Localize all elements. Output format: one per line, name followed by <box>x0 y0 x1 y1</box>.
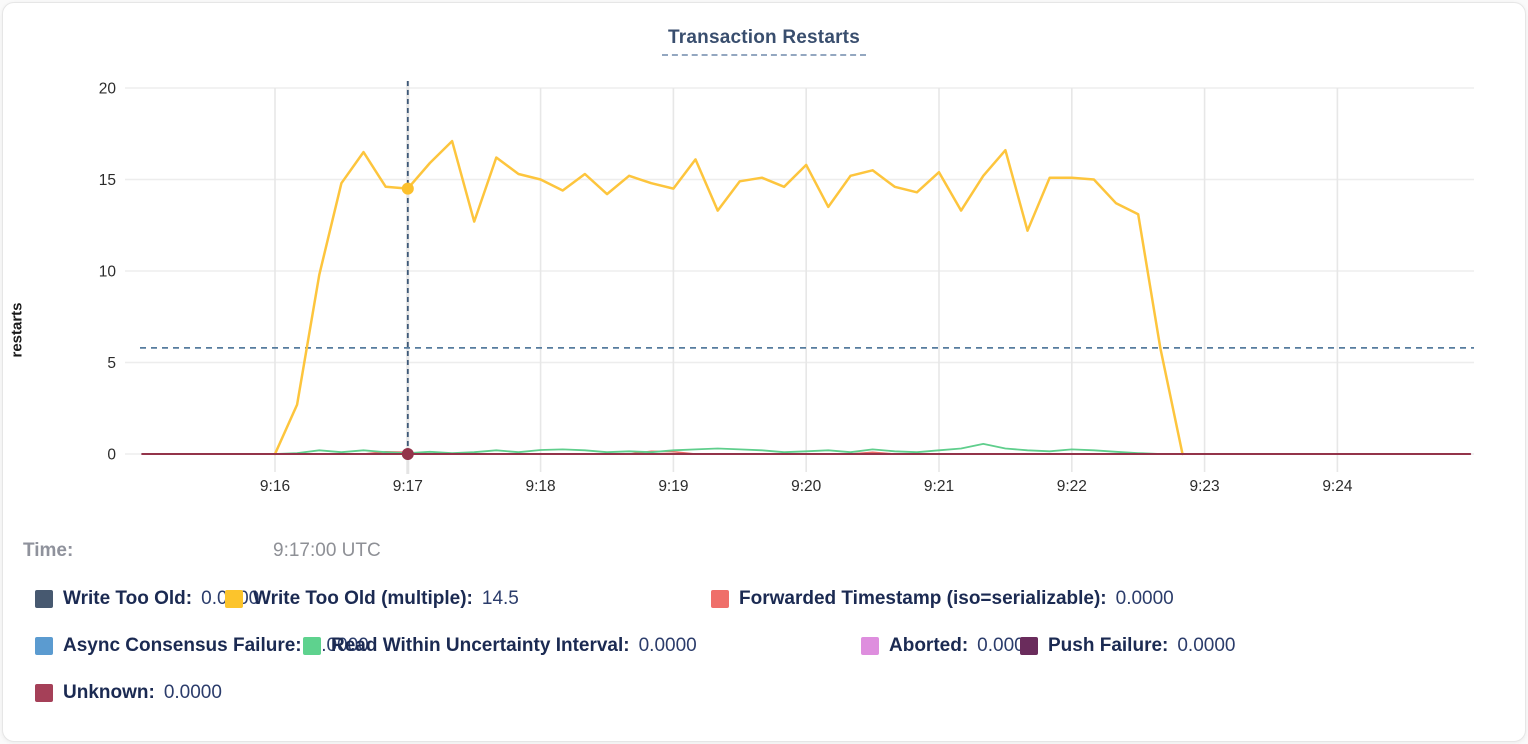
chart-legend: Write Too Old: 0.0000 Write Too Old (mul… <box>3 588 1525 704</box>
chart-header: Transaction Restarts <box>3 3 1525 65</box>
x-tick-label: 9:23 <box>1190 478 1220 495</box>
x-tick-label: 9:17 <box>393 478 423 495</box>
legend-swatch <box>35 684 53 702</box>
series-line-read-within-uncertainty-interval <box>274 442 1184 455</box>
x-tick-label: 9:16 <box>260 478 290 495</box>
legend-label: Read Within Uncertainty Interval: <box>331 635 630 656</box>
legend-item-write-too-old[interactable]: Write Too Old: 0.0000 <box>35 588 259 610</box>
legend-swatch <box>1020 637 1038 655</box>
x-tick-label: 9:24 <box>1322 478 1353 495</box>
legend-item-aborted[interactable]: Aborted: 0.0000 <box>861 635 1035 657</box>
legend-item-forwarded-timestamp[interactable]: Forwarded Timestamp (iso=serializable): … <box>711 588 1174 610</box>
time-value: 9:17:00 UTC <box>273 540 381 561</box>
x-tick-label: 9:19 <box>658 478 688 495</box>
time-label: Time: <box>23 540 74 561</box>
chart-plot-area: 0 5 10 15 20 9:16 9:17 9:18 9:19 9:20 9:21 9:22 9:23… <box>3 65 1526 510</box>
y-tick-label: 15 <box>99 172 116 189</box>
legend-label: Forwarded Timestamp (iso=serializable): <box>739 588 1107 609</box>
legend-swatch <box>303 637 321 655</box>
legend-row: Write Too Old: 0.0000 Write Too Old (mul… <box>35 588 1525 610</box>
legend-swatch <box>861 637 879 655</box>
legend-label: Write Too Old (multiple): <box>253 588 473 609</box>
legend-item-async-consensus-failure[interactable]: Async Consensus Failure: 0.0000 <box>35 635 369 657</box>
x-tick-label: 9:18 <box>526 478 556 495</box>
legend-value: 14.5 <box>481 588 519 609</box>
x-tick-label: 9:21 <box>924 478 954 495</box>
legend-swatch <box>35 637 53 655</box>
legend-swatch <box>35 590 53 608</box>
hover-point-unknown[interactable] <box>401 448 414 460</box>
legend-item-push-failure[interactable]: Push Failure: 0.0000 <box>1020 635 1235 657</box>
legend-value: 0.0000 <box>1177 635 1236 656</box>
hover-point-write-too-old-multiple[interactable] <box>401 182 414 195</box>
y-tick-label: 10 <box>99 264 117 281</box>
legend-item-unknown[interactable]: Unknown: 0.0000 <box>35 682 222 704</box>
legend-label: Async Consensus Failure: <box>63 635 302 656</box>
legend-value: 0.0000 <box>638 635 697 656</box>
hover-tooltip-time-row: Time: 9:17:00 UTC <box>3 540 1525 562</box>
y-tick-label: 0 <box>107 447 116 464</box>
legend-row: Unknown: 0.0000 <box>35 682 1525 704</box>
legend-label: Write Too Old: <box>63 588 193 609</box>
x-tick-label: 9:22 <box>1057 478 1087 495</box>
restarts-chart-canvas[interactable]: 0 5 10 15 20 9:16 9:17 9:18 9:19 9:20 9:21 9:22 9:23… <box>3 65 1526 510</box>
legend-label: Aborted: <box>889 635 969 656</box>
y-tick-label: 5 <box>107 355 116 372</box>
legend-swatch <box>711 590 729 608</box>
legend-label: Push Failure: <box>1048 635 1169 656</box>
y-tick-label: 20 <box>99 81 117 98</box>
chart-title[interactable]: Transaction Restarts <box>662 27 866 56</box>
legend-swatch <box>225 590 243 608</box>
x-tick-label: 9:20 <box>791 478 822 495</box>
series-line-write-too-old-multiple <box>273 139 1184 456</box>
legend-label: Unknown: <box>63 682 155 703</box>
legend-value: 0.0000 <box>310 635 369 656</box>
legend-row: Async Consensus Failure: 0.0000 Read Wit… <box>35 635 1525 657</box>
legend-item-write-too-old-multiple[interactable]: Write Too Old (multiple): 14.5 <box>225 588 711 610</box>
legend-value: 0.0000 <box>1115 588 1174 609</box>
legend-value: 0.0000 <box>163 682 222 703</box>
legend-item-read-within-uncertainty-interval[interactable]: Read Within Uncertainty Interval: 0.0000 <box>303 635 861 657</box>
y-axis-label: restarts <box>8 302 26 358</box>
